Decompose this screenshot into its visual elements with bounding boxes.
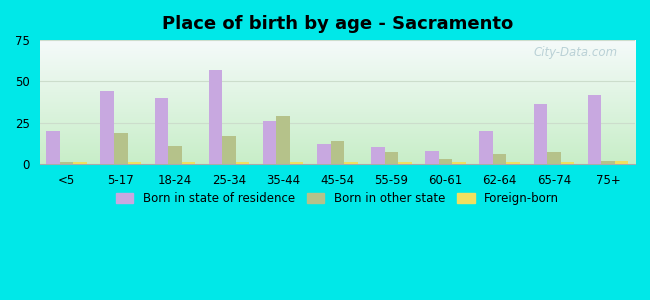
Bar (168, 146, 182, 164)
Bar (547, 152, 560, 164)
Title: Place of birth by age - Sacramento: Place of birth by age - Sacramento (162, 15, 513, 33)
Bar (276, 116, 290, 164)
Bar (344, 162, 358, 164)
Bar (182, 162, 195, 164)
Bar (385, 152, 398, 164)
Bar (155, 98, 168, 164)
Bar (615, 160, 629, 164)
Bar (73, 162, 87, 164)
Bar (127, 162, 141, 164)
Bar (588, 94, 601, 164)
Bar (331, 141, 344, 164)
Bar (236, 162, 250, 164)
Bar (222, 136, 236, 164)
Bar (493, 154, 506, 164)
Bar (46, 131, 60, 164)
Bar (290, 162, 304, 164)
Bar (60, 162, 73, 164)
Text: City-Data.com: City-Data.com (533, 46, 617, 59)
Legend: Born in state of residence, Born in other state, Foreign-born: Born in state of residence, Born in othe… (111, 188, 564, 210)
Bar (534, 104, 547, 164)
Bar (425, 151, 439, 164)
Bar (371, 147, 385, 164)
Bar (480, 131, 493, 164)
Bar (263, 121, 276, 164)
Bar (506, 162, 520, 164)
Bar (452, 162, 466, 164)
Bar (439, 159, 452, 164)
Bar (209, 70, 222, 164)
Bar (317, 144, 331, 164)
Bar (601, 160, 615, 164)
Bar (101, 91, 114, 164)
Bar (560, 162, 574, 164)
Bar (398, 162, 411, 164)
Bar (114, 133, 127, 164)
